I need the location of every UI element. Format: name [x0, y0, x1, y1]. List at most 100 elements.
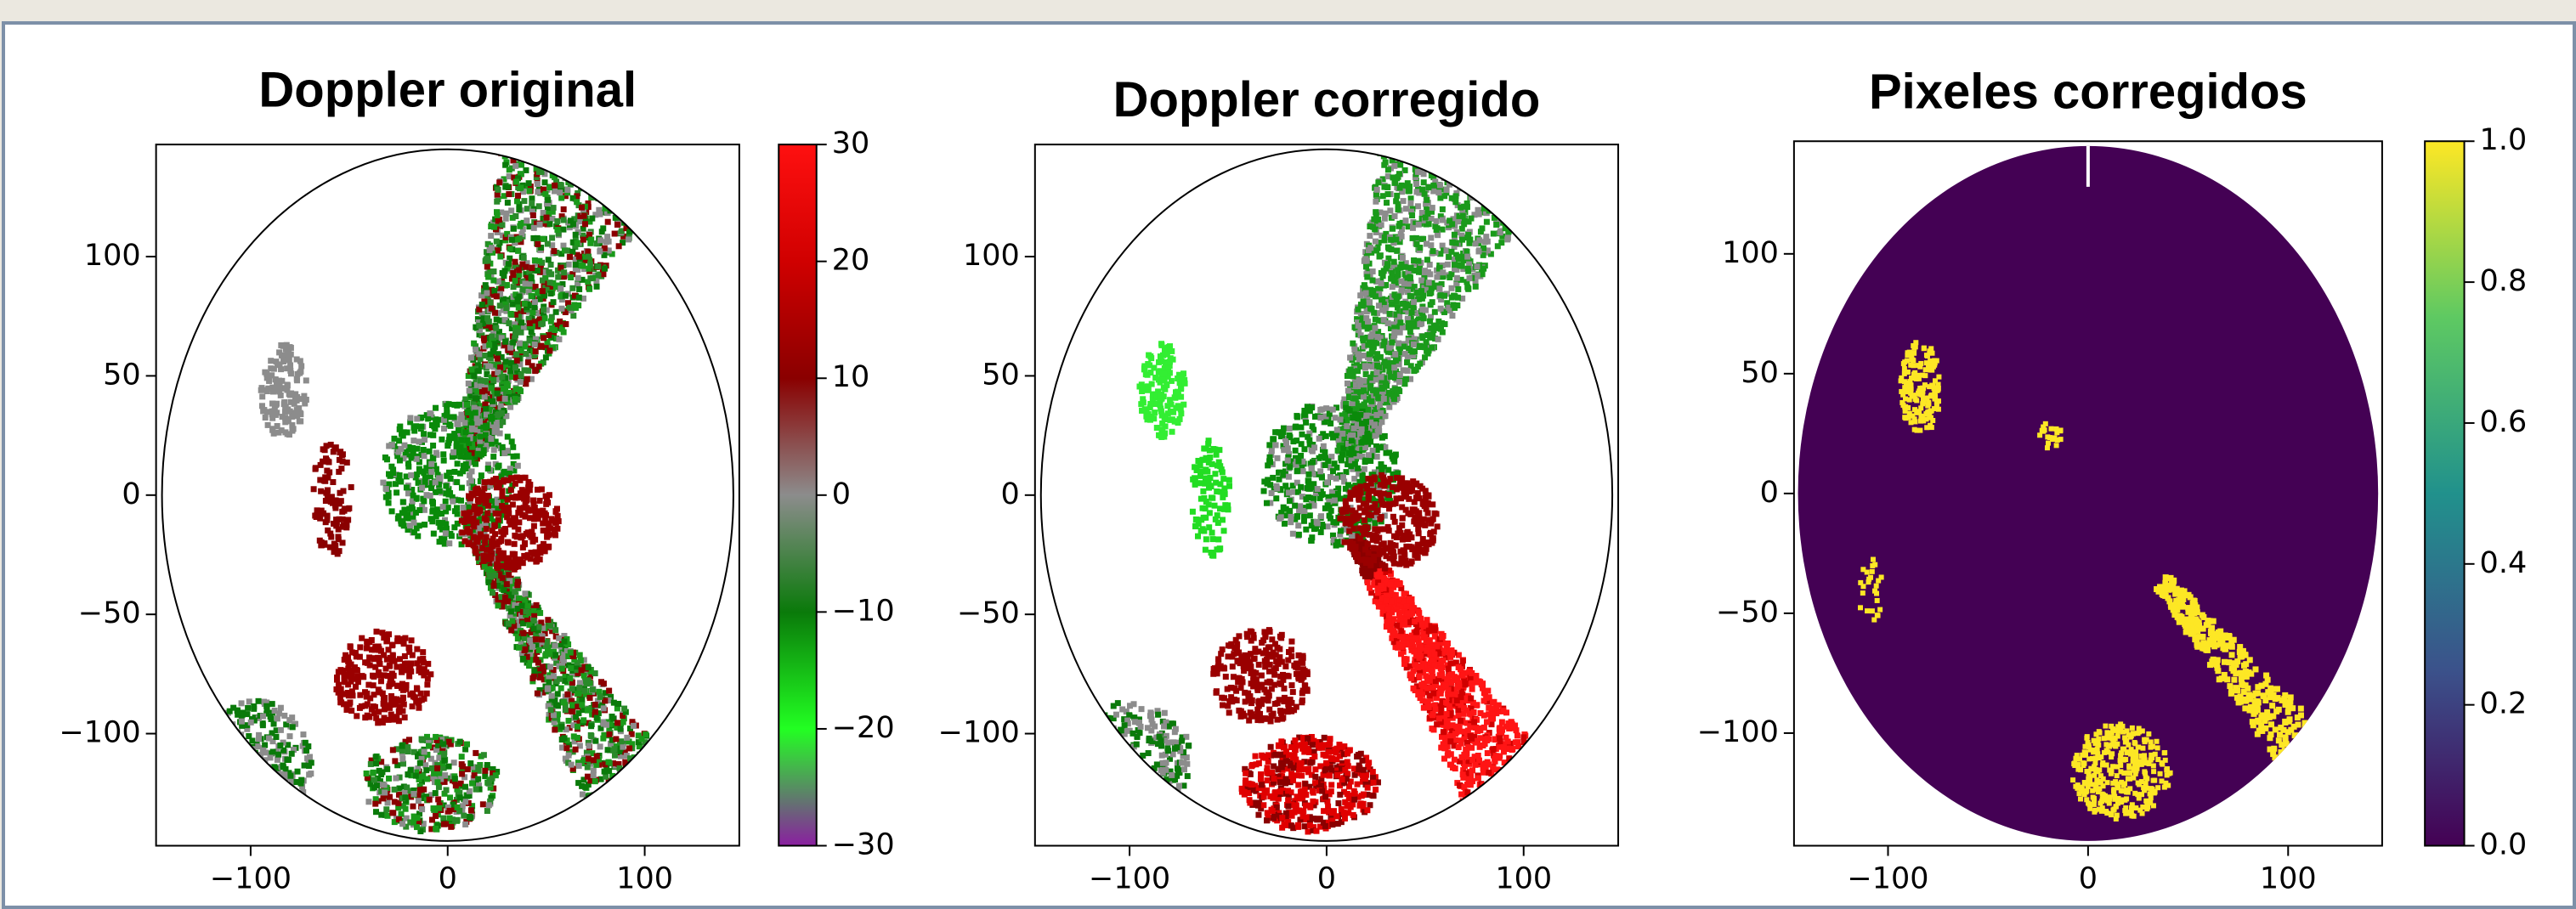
radar-pixel [498, 209, 505, 216]
radar-pixel [524, 616, 531, 623]
radar-pixel [558, 285, 564, 292]
radar-pixel [506, 591, 512, 598]
radar-pixel [478, 423, 484, 430]
radar-pixel [593, 714, 600, 721]
radar-pixel [527, 280, 534, 287]
radar-pixel [537, 263, 544, 270]
radar-pixel [429, 508, 436, 515]
radar-pixel [547, 318, 554, 325]
radar-pixel [399, 755, 406, 762]
radar-pixel [537, 673, 544, 680]
radar-pixel [375, 654, 382, 661]
radar-pixel [483, 526, 490, 533]
radar-pixel [455, 449, 461, 455]
radar-pixel [239, 722, 246, 729]
radar-pixel [501, 555, 507, 562]
radar-pixel [531, 257, 538, 264]
radar-pixel [446, 433, 453, 440]
radar-pixel [409, 511, 416, 517]
radar-pixel [488, 436, 495, 443]
radar-pixel [401, 506, 408, 513]
radar-pixel [395, 449, 402, 455]
radar-pixel [494, 496, 501, 503]
radar-pixel [1427, 318, 1434, 325]
radar-pixel [547, 707, 554, 714]
radar-pixel [410, 506, 416, 513]
radar-pixel [490, 765, 496, 772]
radar-pixel [286, 357, 292, 364]
radar-pixel [499, 443, 506, 450]
radar-pixel [276, 381, 283, 388]
radar-pixel [540, 310, 546, 317]
radar-pixel [549, 208, 556, 215]
radar-pixel [510, 157, 517, 164]
radar-pixel [554, 711, 561, 718]
radar-pixel [522, 280, 529, 287]
radar-pixel [341, 507, 348, 514]
radar-pixel [567, 253, 574, 260]
radar-pixel [410, 492, 416, 499]
radar-pixel [387, 676, 393, 683]
radar-pixel [534, 234, 541, 241]
radar-pixel [597, 211, 603, 217]
radar-pixel [550, 205, 557, 212]
radar-pixel [498, 285, 505, 292]
radar-pixel [475, 389, 482, 396]
radar-pixel [393, 489, 400, 496]
radar-pixel [327, 530, 334, 537]
radar-pixel [567, 675, 574, 682]
radar-pixel [595, 272, 602, 279]
radar-pixel [433, 747, 439, 754]
radar-pixel [1388, 214, 1395, 221]
radar-pixel [1381, 215, 1388, 222]
radar-pixel [1413, 178, 1419, 184]
radar-pixel [510, 453, 517, 460]
radar-pixel [261, 407, 268, 414]
radar-pixel [605, 247, 612, 254]
radar-pixel [1451, 257, 1458, 263]
radar-pixel [416, 697, 422, 704]
radar-pixel [399, 669, 405, 675]
radar-pixel [494, 376, 501, 383]
radar-pixel [565, 300, 572, 307]
radar-pixel [409, 487, 416, 494]
radar-pixel [341, 678, 348, 685]
radar-pixel [1344, 372, 1350, 379]
radar-pixel [501, 587, 507, 594]
radar-pixel [500, 531, 507, 538]
radar-pixel [442, 530, 449, 537]
radar-pixel [455, 497, 461, 504]
radar-pixel [601, 731, 608, 738]
radar-pixel [510, 270, 517, 277]
radar-pixel [581, 203, 588, 210]
radar-pixel [480, 315, 487, 322]
radar-pixel [393, 714, 400, 720]
radar-pixel [490, 454, 497, 460]
radar-pixel [577, 212, 584, 219]
radar-pixel [496, 395, 503, 402]
radar-pixel [497, 253, 504, 260]
radar-pixel [331, 499, 337, 505]
radar-pixel [482, 521, 489, 528]
radar-pixel [615, 243, 622, 250]
radar-pixel [493, 293, 500, 300]
y-tick-label: 0 [122, 477, 140, 511]
radar-pixel [379, 630, 386, 636]
radar-pixel [526, 223, 533, 230]
radar-pixel [407, 419, 414, 426]
radar-pixel [1435, 185, 1442, 192]
radar-pixel [520, 188, 527, 195]
radar-pixel [367, 695, 374, 702]
radar-pixel [445, 486, 452, 493]
radar-pixel [529, 314, 535, 321]
radar-pixel [528, 550, 535, 556]
radar-pixel [572, 746, 579, 753]
radar-pixel [545, 257, 552, 263]
radar-pixel [474, 503, 481, 510]
radar-pixel [444, 403, 450, 409]
radar-pixel [270, 430, 277, 437]
radar-pixel [462, 821, 469, 827]
radar-pixel [410, 819, 416, 826]
radar-pixel [530, 516, 537, 522]
radar-pixel [561, 632, 568, 639]
